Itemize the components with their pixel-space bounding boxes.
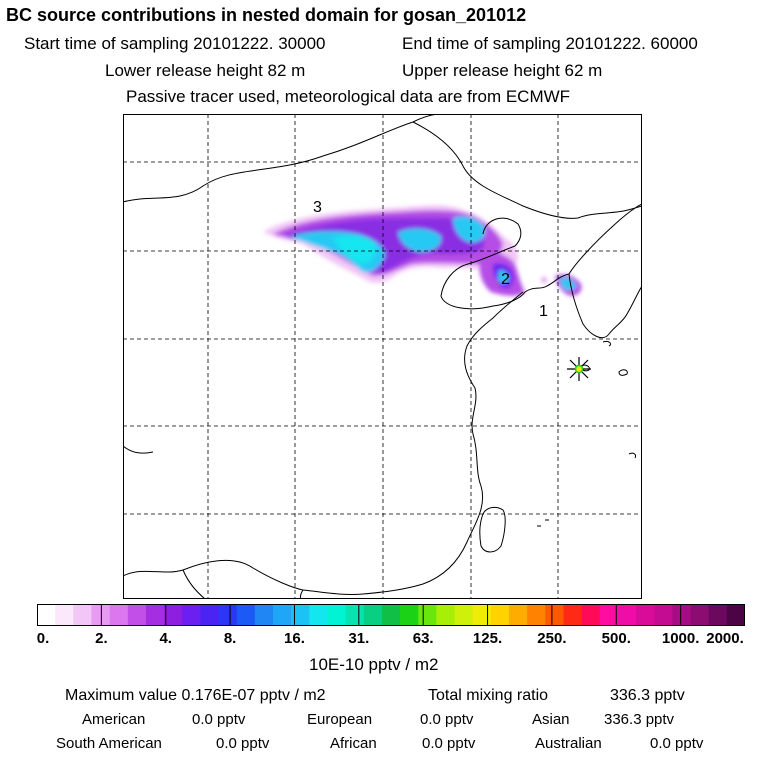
map-panel: 1 2 3 [123, 114, 642, 599]
coastlines [123, 114, 642, 599]
total-mixing-ratio-label: Total mixing ratio [428, 687, 549, 704]
region-label-2: 2 [501, 271, 510, 288]
colorbar-cell [309, 604, 329, 626]
region-value-european: 0.0 pptv [420, 711, 474, 728]
region-name-south-american: South American [56, 735, 162, 752]
region-name-african: African [330, 735, 377, 752]
colorbar-tick-label: 8. [223, 630, 237, 647]
colorbar-tick-label: 250. [537, 630, 567, 647]
region-label-3: 3 [313, 199, 322, 216]
colorbar-cell [327, 604, 347, 626]
colorbar-tick-label: 31. [348, 630, 370, 647]
colorbar-cell [55, 604, 74, 626]
colorbar-cell [527, 604, 546, 626]
colorbar-units: 10E-10 pptv / m2 [309, 655, 439, 674]
region-name-european: European [307, 711, 373, 728]
region-value-australian: 0.0 pptv [650, 735, 704, 752]
upper-release-height-label: Upper release height 62 m [402, 61, 603, 80]
colorbar-cell [509, 604, 528, 626]
colorbar-cell [37, 604, 56, 626]
colorbar-cell [182, 604, 201, 626]
region-value-south-american: 0.0 pptv [216, 735, 270, 752]
maximum-value-label: Maximum value 0.176E-07 pptv / m2 [65, 687, 326, 704]
colorbar-cell [636, 604, 655, 626]
colorbar-tick-label: 2000. [706, 630, 744, 647]
colorbar-cell [436, 604, 456, 626]
colorbar-cell [91, 604, 111, 626]
region-name-australian: Australian [535, 735, 602, 752]
colorbar-cell [145, 604, 165, 626]
colorbar-tick-label: 0. [36, 630, 50, 647]
plot-title: BC source contributions in nested domain… [6, 5, 527, 25]
lat-lon-grid [123, 114, 642, 599]
colorbar-cell [273, 604, 292, 626]
colorbar-tick-label: 63. [412, 630, 434, 647]
colorbar-cell [381, 604, 401, 626]
colorbar-cell [363, 604, 383, 626]
colorbar-cell [708, 604, 728, 626]
tracer-info-label: Passive tracer used, meteorological data… [126, 87, 571, 106]
region-name-american: American [82, 711, 146, 728]
colorbar-cell [73, 604, 93, 626]
colorbar-cell [254, 604, 274, 626]
colorbar-cell [109, 604, 129, 626]
region-value-african: 0.0 pptv [422, 735, 476, 752]
colorbar-cell [236, 604, 256, 626]
receptor-station-marker [567, 357, 591, 381]
map-background [123, 114, 642, 599]
map-frame [123, 114, 642, 599]
colorbar-cell [617, 604, 637, 626]
total-mixing-ratio-value: 336.3 pptv [610, 687, 685, 704]
end-time-label: End time of sampling 20101222. 60000 [402, 34, 698, 53]
region-name-asian: Asian [532, 711, 570, 728]
colorbar-tick-label: 2. [95, 630, 108, 647]
colorbar-cell [218, 604, 238, 626]
region-label-1: 1 [539, 303, 548, 320]
region-value-american: 0.0 pptv [192, 711, 246, 728]
colorbar-tick-label: 16. [284, 630, 305, 647]
colorbar-cell [599, 604, 619, 626]
colorbar-tick-label: 125. [472, 630, 503, 647]
colorbar-cell [200, 604, 220, 626]
colorbar-cell [164, 604, 183, 626]
colorbar-tick-label: 500. [601, 630, 631, 647]
lower-release-height-label: Lower release height 82 m [105, 61, 306, 80]
colorbar-cell [672, 604, 692, 626]
colorbar-tick-label: 1000. [661, 630, 700, 647]
region-value-asian: 336.3 pptv [604, 711, 675, 728]
colorbar-cell [690, 604, 710, 626]
islands [479, 341, 636, 553]
colorbar-cell [581, 604, 601, 626]
colorbar-cell [472, 604, 492, 626]
start-time-label: Start time of sampling 20101222. 30000 [24, 34, 326, 53]
colorbar [37, 604, 745, 626]
colorbar-cell [454, 604, 474, 626]
colorbar-cell [545, 604, 565, 626]
colorbar-cell [418, 604, 437, 626]
concentration-plume [263, 205, 582, 296]
colorbar-cell [127, 604, 147, 626]
colorbar-cell [345, 604, 365, 626]
colorbar-cell [563, 604, 583, 626]
colorbar-cell [490, 604, 510, 626]
colorbar-tick-label: 4. [159, 630, 172, 647]
colorbar-cell [654, 604, 673, 626]
colorbar-cell [400, 604, 419, 626]
colorbar-cell [291, 604, 310, 626]
taiwan [479, 506, 506, 553]
colorbar-cell [726, 604, 745, 626]
